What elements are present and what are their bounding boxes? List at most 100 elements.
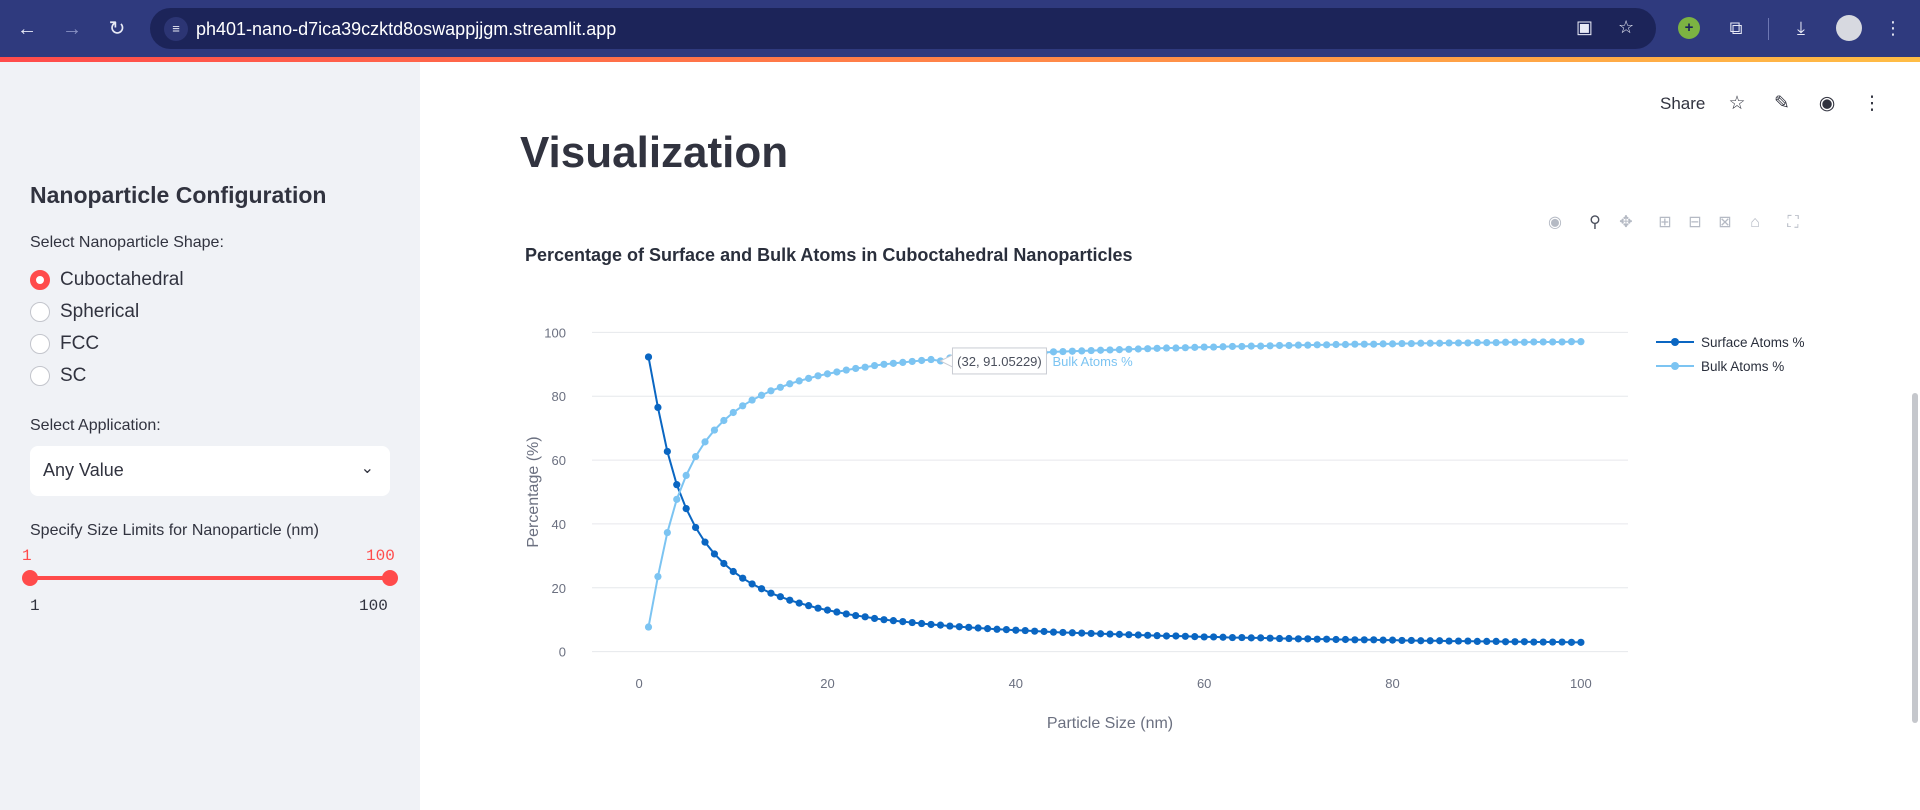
data-point-bulk[interactable] [1351,340,1359,348]
data-point-bulk[interactable] [1238,342,1246,351]
data-point-surface[interactable] [1210,633,1218,641]
data-point-surface[interactable] [1031,627,1039,635]
share-button[interactable]: Share [1660,94,1706,113]
data-point-surface[interactable] [1162,632,1171,640]
data-point-surface[interactable] [1134,631,1142,639]
extension-plus-icon[interactable]: + [1678,17,1700,39]
data-point-bulk[interactable] [1473,339,1481,347]
data-point-surface[interactable] [880,616,888,624]
data-point-surface[interactable] [983,625,992,633]
browser-menu-icon[interactable]: ⋮ [1884,18,1902,38]
data-point-bulk[interactable] [1266,342,1274,350]
data-point-bulk[interactable] [1558,338,1566,346]
data-point-bulk[interactable] [1530,338,1538,346]
slider-low-handle[interactable] [22,570,38,586]
data-point-surface[interactable] [1388,636,1397,644]
data-point-bulk[interactable] [1087,346,1095,355]
more-menu-icon[interactable]: ⋮ [1862,93,1882,114]
data-point-surface[interactable] [663,447,671,456]
data-point-surface[interactable] [1012,626,1020,634]
data-point-surface[interactable] [1002,625,1010,634]
data-point-surface[interactable] [1219,633,1227,641]
data-point-bulk[interactable] [1511,338,1519,346]
data-point-surface[interactable] [805,602,813,610]
data-point-surface[interactable] [1398,636,1406,645]
data-point-bulk[interactable] [1257,342,1265,350]
data-point-bulk[interactable] [842,366,850,374]
data-point-surface[interactable] [1351,636,1359,644]
data-point-surface[interactable] [644,353,653,361]
data-point-bulk[interactable] [1144,345,1152,353]
data-point-surface[interactable] [1445,637,1453,645]
install-app-icon[interactable]: ▣ [1576,17,1594,37]
data-point-surface[interactable] [1078,629,1086,637]
radio-spherical[interactable]: Spherical [30,300,139,324]
bookmark-star-icon[interactable]: ☆ [1618,17,1635,37]
data-point-bulk[interactable] [823,370,832,378]
data-point-surface[interactable] [654,403,662,412]
data-point-surface[interactable] [1501,638,1510,646]
data-point-surface[interactable] [936,621,945,629]
legend-entry[interactable]: Surface Atoms % [1701,335,1805,350]
data-point-bulk[interactable] [1313,341,1321,349]
site-settings-icon[interactable]: ≡ [164,17,188,41]
data-point-bulk[interactable] [1068,347,1076,355]
extensions-puzzle-icon[interactable]: ⧉ [1729,18,1743,38]
page-scrollbar[interactable] [1912,393,1918,723]
data-point-bulk[interactable] [805,374,813,382]
data-point-surface[interactable] [757,585,766,593]
data-point-bulk[interactable] [1464,339,1472,347]
series-line-bulk[interactable] [647,340,1581,628]
radio-fcc[interactable]: FCC [30,332,99,356]
data-point-bulk[interactable] [1398,339,1406,348]
line-chart[interactable]: 0 20 40 60 80 100 0 20 40 60 80 100 Particle Size (n… [500,300,1840,740]
data-point-surface[interactable] [1379,636,1387,644]
data-point-surface[interactable] [1238,633,1246,642]
data-point-surface[interactable] [1096,630,1105,638]
data-point-bulk[interactable] [1388,340,1397,348]
reset-home-icon[interactable]: ⌂ [1750,214,1760,231]
radio-unselected-icon[interactable] [30,366,50,386]
series-line-surface[interactable] [647,356,1581,644]
data-point-bulk[interactable] [767,387,775,395]
data-point-surface[interactable] [1247,634,1255,642]
data-point-bulk[interactable] [918,356,926,365]
data-point-surface[interactable] [1323,635,1331,643]
data-point-bulk[interactable] [1407,339,1415,348]
data-point-surface[interactable] [852,611,860,620]
data-point-bulk[interactable] [1360,340,1368,348]
data-point-surface[interactable] [1483,637,1491,645]
data-point-surface[interactable] [889,617,897,625]
data-point-surface[interactable] [1068,629,1076,637]
data-point-surface[interactable] [1332,635,1340,644]
data-point-bulk[interactable] [1285,341,1293,350]
data-point-bulk[interactable] [673,495,681,503]
data-point-surface[interactable] [776,593,784,601]
data-point-bulk[interactable] [908,357,916,366]
data-point-surface[interactable] [1087,629,1095,638]
data-point-surface[interactable] [739,574,747,582]
edit-pencil-icon[interactable]: ✎ [1774,93,1790,114]
data-point-bulk[interactable] [927,355,935,364]
data-point-bulk[interactable] [1078,347,1086,355]
fullscreen-icon[interactable]: ⛶ [1787,214,1799,231]
data-point-surface[interactable] [1257,634,1265,642]
data-point-surface[interactable] [1473,637,1481,645]
data-point-surface[interactable] [1520,638,1528,646]
data-point-surface[interactable] [1144,631,1152,639]
data-point-bulk[interactable] [1577,338,1585,346]
data-point-surface[interactable] [1153,632,1161,640]
url-text[interactable]: ph401-nano-d7ica39czktd8oswappjjgm.strea… [196,19,617,39]
data-point-surface[interactable] [1436,637,1444,645]
data-point-surface[interactable] [927,620,935,629]
data-point-surface[interactable] [1417,637,1425,645]
star-icon[interactable]: ☆ [1728,93,1746,114]
data-point-bulk[interactable] [1049,348,1058,356]
data-point-bulk[interactable] [682,471,690,479]
zoom-icon[interactable]: ⚲ [1589,214,1601,231]
data-point-bulk[interactable] [1181,344,1189,352]
data-point-surface[interactable] [1275,634,1284,643]
data-point-surface[interactable] [1304,635,1312,643]
data-point-surface[interactable] [1454,637,1463,645]
radio-sc[interactable]: SC [30,364,86,388]
